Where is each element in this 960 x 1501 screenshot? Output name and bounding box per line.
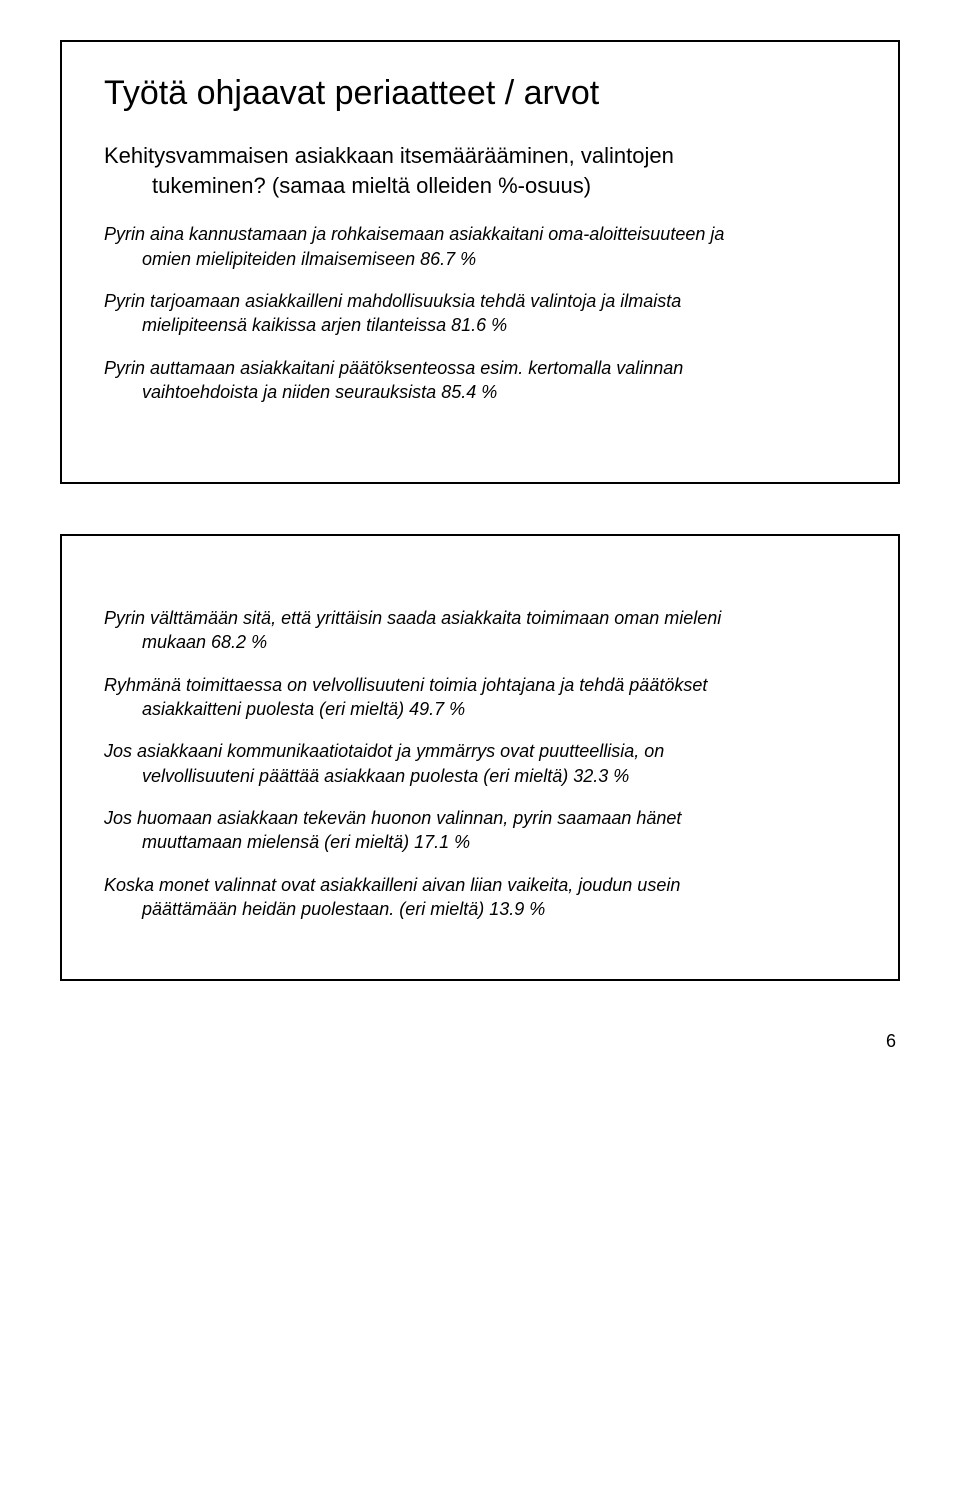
slide-1: Työtä ohjaavat periaatteet / arvot Kehit… xyxy=(60,40,900,484)
survey-item: Pyrin välttämään sitä, että yrittäisin s… xyxy=(104,606,856,655)
survey-item: Koska monet valinnat ovat asiakkailleni … xyxy=(104,873,856,922)
slide-subtitle: Kehitysvammaisen asiakkaan itsemääräämin… xyxy=(104,141,856,200)
survey-item: Ryhmänä toimittaessa on velvollisuuteni … xyxy=(104,673,856,722)
item-line-2: päättämään heidän puolestaan. (eri mielt… xyxy=(104,897,856,921)
item-line-1: Jos asiakkaani kommunikaatiotaidot ja ym… xyxy=(104,741,664,761)
survey-item: Jos asiakkaani kommunikaatiotaidot ja ym… xyxy=(104,739,856,788)
item-line-1: Ryhmänä toimittaessa on velvollisuuteni … xyxy=(104,675,707,695)
document-page: Työtä ohjaavat periaatteet / arvot Kehit… xyxy=(0,0,960,1072)
slide-title: Työtä ohjaavat periaatteet / arvot xyxy=(104,74,856,113)
survey-item: Jos huomaan asiakkaan tekevän huonon val… xyxy=(104,806,856,855)
item-line-2: omien mielipiteiden ilmaisemiseen 86.7 % xyxy=(104,247,856,271)
item-line-2: vaihtoehdoista ja niiden seurauksista 85… xyxy=(104,380,856,404)
survey-item: Pyrin auttamaan asiakkaitani päätöksente… xyxy=(104,356,856,405)
subtitle-note: (samaa mieltä olleiden %-osuus) xyxy=(272,173,591,198)
survey-item: Pyrin tarjoamaan asiakkailleni mahdollis… xyxy=(104,289,856,338)
page-number: 6 xyxy=(60,1031,900,1052)
item-line-2: asiakkaitteni puolesta (eri mieltä) 49.7… xyxy=(104,697,856,721)
item-line-1: Jos huomaan asiakkaan tekevän huonon val… xyxy=(104,808,681,828)
item-line-2: mukaan 68.2 % xyxy=(104,630,856,654)
subtitle-line-2: tukeminen? xyxy=(104,173,266,198)
item-line-1: Pyrin tarjoamaan asiakkailleni mahdollis… xyxy=(104,291,681,311)
item-line-1: Pyrin auttamaan asiakkaitani päätöksente… xyxy=(104,358,683,378)
survey-item: Pyrin aina kannustamaan ja rohkaisemaan … xyxy=(104,222,856,271)
subtitle-line-1: Kehitysvammaisen asiakkaan itsemääräämin… xyxy=(104,143,674,168)
slide-2: Pyrin välttämään sitä, että yrittäisin s… xyxy=(60,534,900,981)
item-line-1: Koska monet valinnat ovat asiakkailleni … xyxy=(104,875,680,895)
item-line-1: Pyrin välttämään sitä, että yrittäisin s… xyxy=(104,608,721,628)
item-line-2: muuttamaan mielensä (eri mieltä) 17.1 % xyxy=(104,830,856,854)
item-line-1: Pyrin aina kannustamaan ja rohkaisemaan … xyxy=(104,224,724,244)
item-line-2: mielipiteensä kaikissa arjen tilanteissa… xyxy=(104,313,856,337)
item-line-2: velvollisuuteni päättää asiakkaan puoles… xyxy=(104,764,856,788)
